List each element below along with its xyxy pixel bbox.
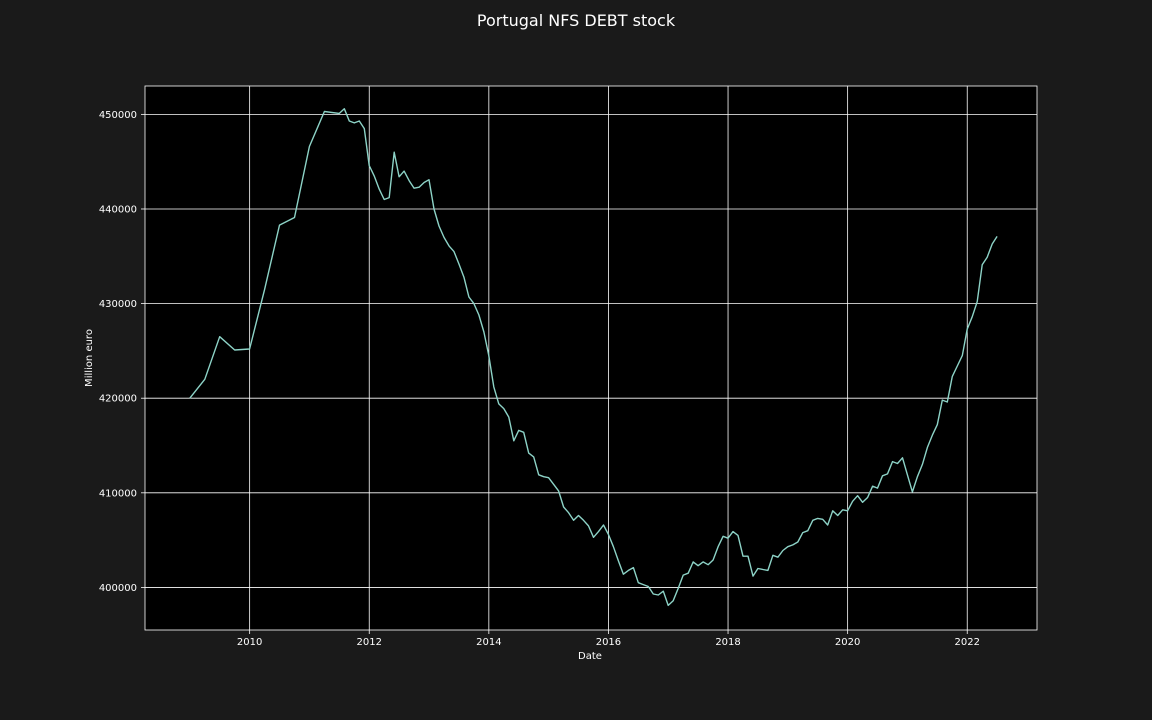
x-tick-label: 2020	[835, 637, 860, 648]
series-layer	[189, 107, 998, 607]
x-tick-label: 2016	[596, 637, 621, 648]
y-tick-label: 410000	[99, 488, 137, 499]
x-axis-label: Date	[578, 651, 602, 662]
y-tick-label: 440000	[99, 204, 137, 215]
x-axis-ticks: 2010 2012 2014 2016 2018 2020 2022	[237, 630, 980, 648]
x-tick-label: 2018	[715, 637, 740, 648]
debt-stock-series-line	[189, 107, 998, 607]
y-axis-ticks: 400000 410000 420000 430000 440000 450000	[99, 110, 145, 594]
y-tick-label: 420000	[99, 394, 137, 405]
chart-title: Portugal NFS DEBT stock	[477, 11, 676, 30]
plot-frame	[144, 85, 1038, 631]
x-tick-label: 2022	[955, 637, 980, 648]
x-tick-label: 2010	[237, 637, 262, 648]
x-tick-label: 2014	[476, 637, 501, 648]
plot-area	[145, 86, 1037, 630]
y-tick-label: 400000	[99, 583, 137, 594]
x-tick-label: 2012	[357, 637, 382, 648]
y-tick-label: 430000	[99, 299, 137, 310]
y-axis-label: Million euro	[84, 329, 95, 387]
y-tick-label: 450000	[99, 110, 137, 121]
